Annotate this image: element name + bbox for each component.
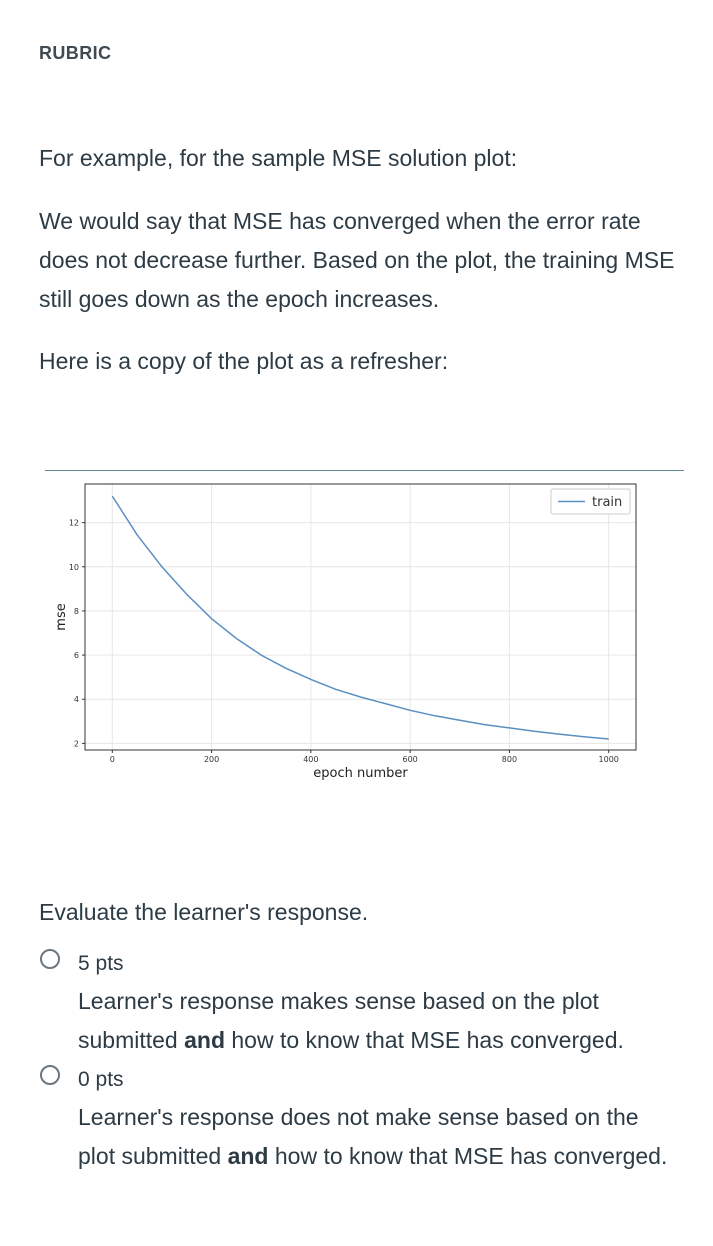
option-description: Learner's response makes sense based on …: [78, 988, 624, 1053]
option-points: 5 pts: [78, 952, 124, 975]
x-tick-label: 1000: [599, 755, 619, 764]
x-axis-label: epoch number: [313, 766, 408, 781]
x-tick-label: 200: [204, 755, 219, 764]
x-tick-label: 400: [303, 755, 318, 764]
option-description: Learner's response does not make sense b…: [78, 1104, 668, 1169]
radio-button-0-pts[interactable]: [40, 1065, 60, 1085]
mse-chart-svg: 0 200 400 600 800 1000 2 4 6 8 10 12 epoch number mse…: [54, 483, 637, 781]
y-tick-label: 2: [74, 739, 79, 748]
y-tick-label: 10: [69, 563, 79, 572]
y-tick-label: 12: [69, 519, 79, 528]
legend-box: [550, 488, 631, 515]
x-tick-label: 0: [110, 755, 115, 764]
y-tick-label: 6: [74, 651, 79, 660]
option-points: 0 pts: [78, 1068, 124, 1091]
intro-text: For example, for the sample MSE solution…: [39, 145, 518, 171]
radio-button-5-pts[interactable]: [40, 949, 60, 969]
evaluate-prompt: Evaluate the learner's response.: [39, 899, 369, 925]
y-tick-label: 4: [74, 695, 79, 704]
series-line-train: [111, 495, 609, 740]
x-tick-label: 600: [402, 755, 417, 764]
x-tick-label: 800: [502, 755, 517, 764]
explanation-text: We would say that MSE has converged when…: [39, 208, 675, 312]
refresher-text: Here is a copy of the plot as a refreshe…: [39, 348, 449, 374]
y-axis-label: mse: [54, 603, 69, 630]
divider: [45, 470, 684, 471]
mse-chart: 0 200 400 600 800 1000 2 4 6 8 10 12 epoch number mse…: [45, 472, 685, 792]
y-tick-label: 8: [74, 607, 79, 616]
plot-frame: [84, 483, 637, 751]
rubric-header: RUBRIC: [39, 43, 112, 63]
legend-label: train: [592, 495, 622, 510]
